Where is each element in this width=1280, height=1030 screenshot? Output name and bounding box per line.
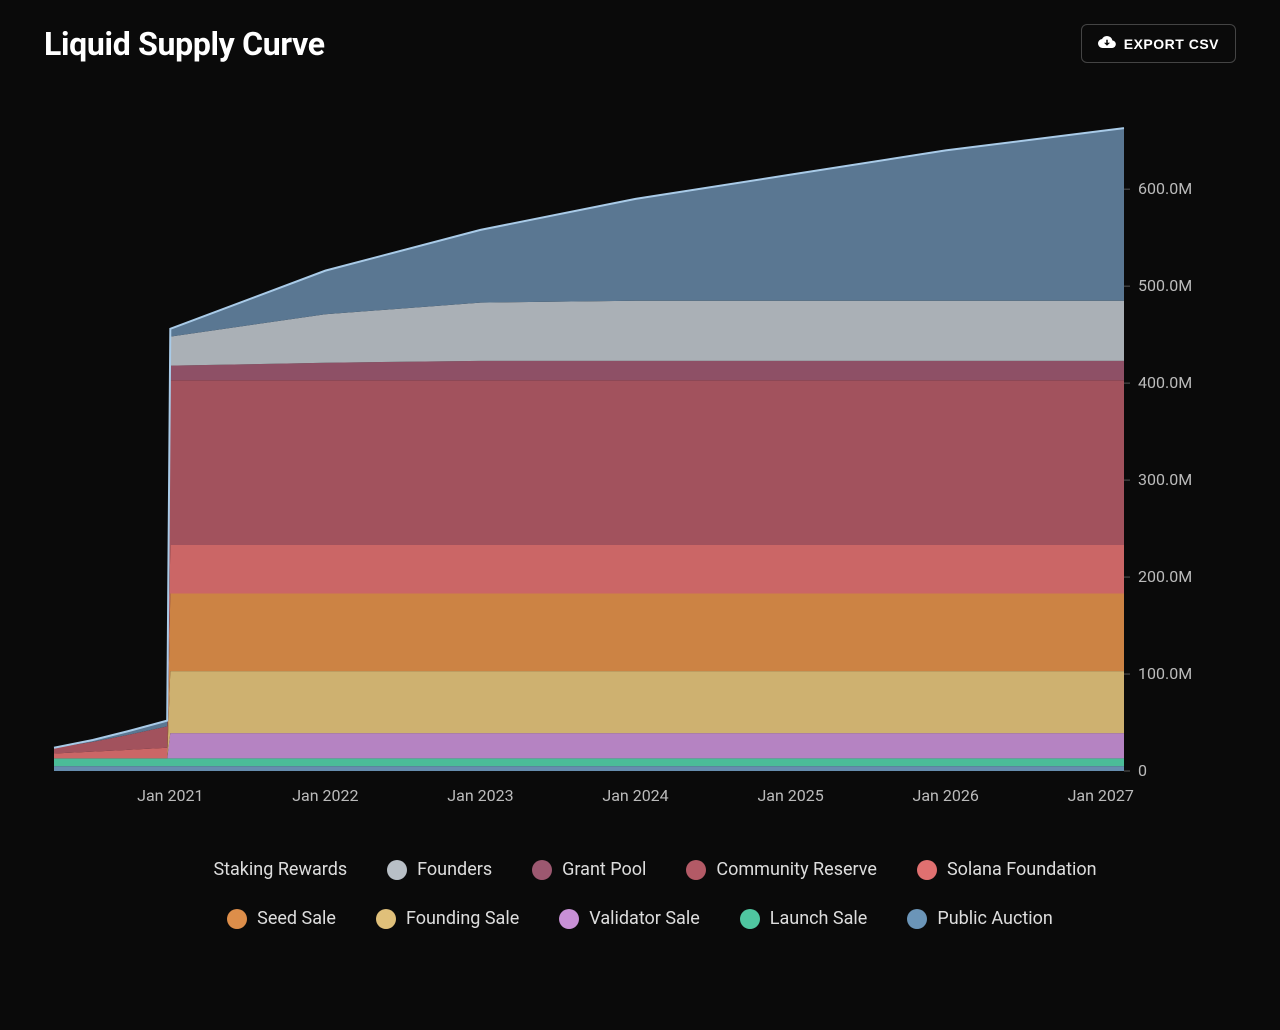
chart-legend: Staking Rewards Founders Grant Pool Communi… [44, 859, 1236, 929]
legend-item[interactable]: Founding Sale [376, 908, 519, 929]
legend-label: Grant Pool [562, 859, 646, 880]
page-title: Liquid Supply Curve [44, 25, 325, 63]
legend-swatch [907, 909, 927, 929]
x-tick-label: Jan 2022 [292, 786, 358, 801]
legend-item[interactable]: Staking Rewards [183, 859, 347, 880]
legend-swatch [740, 909, 760, 929]
legend-swatch [387, 860, 407, 880]
y-tick-label: 600.0M [1138, 179, 1192, 198]
x-tick-label: Jan 2023 [447, 786, 513, 801]
header: Liquid Supply Curve EXPORT CSV [44, 24, 1236, 63]
cloud-download-icon [1098, 33, 1116, 54]
legend-item[interactable]: Validator Sale [559, 908, 700, 929]
legend-swatch [559, 909, 579, 929]
y-tick-label: 0 [1138, 761, 1147, 780]
x-tick-label: Jan 2024 [602, 786, 668, 801]
legend-swatch [376, 909, 396, 929]
legend-swatch [532, 860, 552, 880]
legend-label: Validator Sale [589, 908, 700, 929]
legend-item[interactable]: Solana Foundation [917, 859, 1097, 880]
y-tick-label: 200.0M [1138, 567, 1192, 586]
export-csv-label: EXPORT CSV [1124, 36, 1219, 52]
legend-item[interactable]: Public Auction [907, 908, 1053, 929]
legend-label: Seed Sale [257, 908, 336, 929]
y-tick-label: 300.0M [1138, 470, 1192, 489]
y-tick-label: 400.0M [1138, 373, 1192, 392]
legend-item[interactable]: Founders [387, 859, 492, 880]
series-area [54, 766, 1124, 771]
legend-swatch [686, 860, 706, 880]
legend-label: Founders [417, 859, 492, 880]
supply-chart: 0 100.0M 200.0M 300.0M 400.0M 500.0M 600.0M Jan… [44, 91, 1236, 811]
chart-svg: 0 100.0M 200.0M 300.0M 400.0M 500.0M 600.0M Jan… [44, 91, 1234, 801]
legend-label: Staking Rewards [213, 859, 347, 880]
x-tick-label: Jan 2021 [137, 786, 203, 801]
y-tick-label: 100.0M [1138, 664, 1192, 683]
legend-item[interactable]: Grant Pool [532, 859, 646, 880]
legend-label: Founding Sale [406, 908, 519, 929]
legend-label: Launch Sale [770, 908, 868, 929]
legend-label: Public Auction [937, 908, 1053, 929]
legend-label: Community Reserve [716, 859, 877, 880]
x-tick-label: Jan 2026 [913, 786, 979, 801]
x-tick-label: Jan 2025 [757, 786, 823, 801]
y-tick-label: 500.0M [1138, 276, 1192, 295]
series-area [54, 758, 1124, 766]
x-tick-label: Jan 2027 [1068, 786, 1134, 801]
legend-label: Solana Foundation [947, 859, 1097, 880]
legend-item[interactable]: Seed Sale [227, 908, 336, 929]
export-csv-button[interactable]: EXPORT CSV [1081, 24, 1236, 63]
legend-item[interactable]: Community Reserve [686, 859, 877, 880]
series-area [54, 733, 1124, 758]
legend-item[interactable]: Launch Sale [740, 908, 868, 929]
legend-swatch [227, 909, 247, 929]
legend-swatch [917, 860, 937, 880]
